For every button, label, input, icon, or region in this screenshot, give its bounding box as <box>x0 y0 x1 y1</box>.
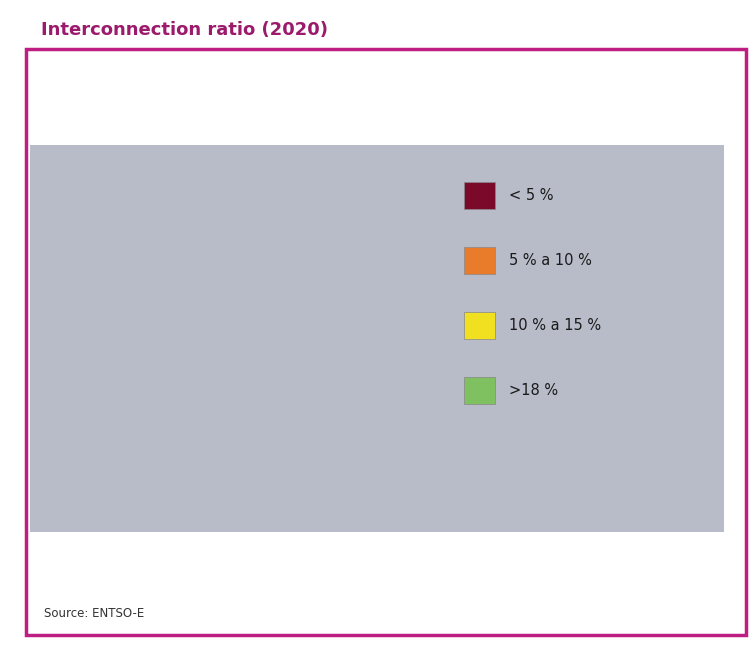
Text: < 5 %: < 5 % <box>509 187 553 203</box>
Text: 5 % a 10 %: 5 % a 10 % <box>509 253 592 268</box>
Text: 10 % a 15 %: 10 % a 15 % <box>509 318 601 333</box>
Text: Interconnection ratio (2020): Interconnection ratio (2020) <box>41 21 329 40</box>
Text: >18 %: >18 % <box>509 383 558 398</box>
Text: Source: ENTSO-E: Source: ENTSO-E <box>44 607 144 620</box>
